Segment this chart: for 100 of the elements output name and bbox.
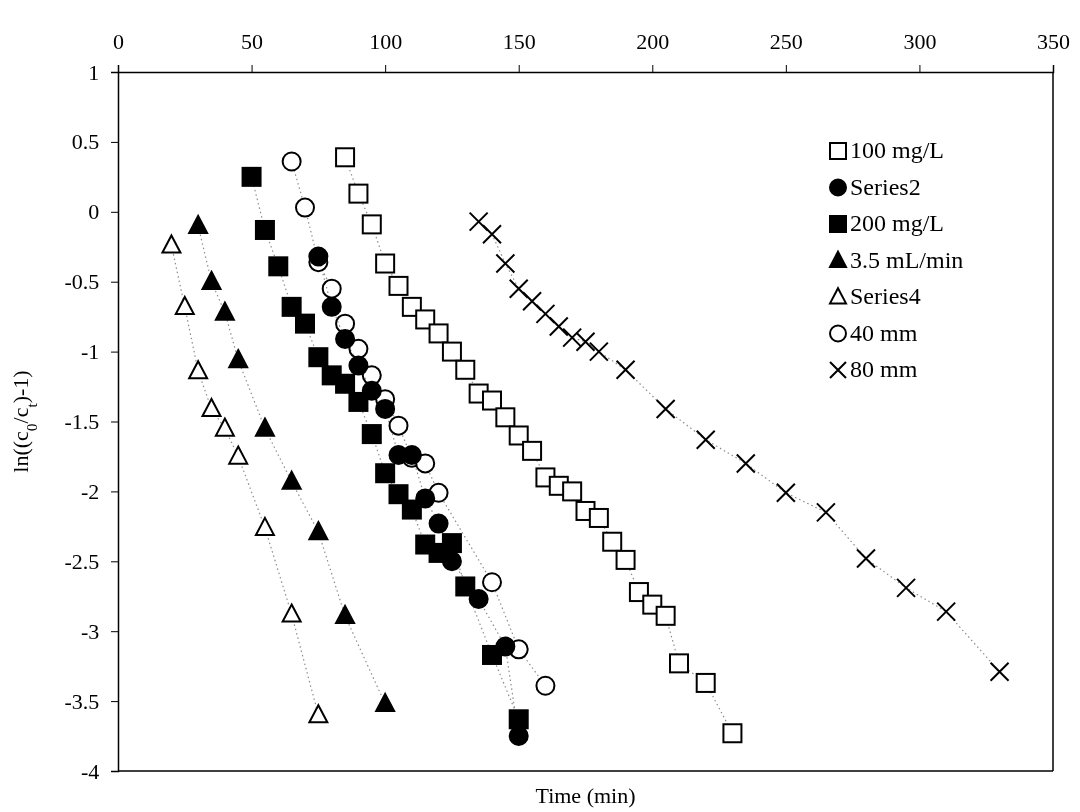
point	[335, 373, 356, 394]
y-tick-label: -1.5	[64, 409, 100, 435]
point	[468, 589, 489, 610]
point	[562, 481, 583, 502]
point	[375, 693, 396, 713]
point	[441, 551, 462, 572]
point	[375, 398, 396, 419]
x-tick-label: 50	[241, 28, 264, 54]
point	[588, 341, 609, 362]
point	[415, 309, 436, 330]
point	[936, 601, 957, 622]
point	[495, 636, 516, 657]
point	[348, 391, 369, 412]
point	[388, 484, 409, 505]
point	[615, 359, 636, 380]
point	[228, 445, 249, 465]
y-tick-label: -0.5	[64, 269, 100, 295]
point	[361, 424, 382, 445]
point	[281, 151, 302, 172]
point	[268, 256, 289, 277]
point	[508, 726, 529, 747]
point	[201, 398, 222, 418]
point	[335, 329, 356, 350]
point	[522, 440, 543, 461]
y-tick-label: 0.5	[71, 129, 100, 155]
point	[455, 576, 476, 597]
point	[281, 296, 302, 317]
x-tick-label: 300	[903, 28, 937, 54]
point	[375, 463, 396, 484]
point	[655, 605, 676, 626]
point	[188, 214, 209, 234]
point	[775, 482, 796, 503]
point	[335, 604, 356, 625]
point	[295, 313, 315, 334]
point	[321, 278, 342, 299]
point	[308, 246, 329, 267]
point	[321, 296, 342, 317]
y-tick-label: -2	[80, 478, 100, 504]
point	[722, 723, 743, 744]
point	[214, 301, 235, 321]
legend-label: 40 mm	[850, 319, 918, 346]
x-tick-label: 150	[502, 28, 536, 54]
point	[482, 390, 502, 411]
point	[308, 704, 329, 724]
x-tick-label: 200	[636, 28, 670, 54]
x-tick-label: 0	[113, 28, 124, 54]
point	[615, 549, 636, 570]
point	[308, 347, 329, 368]
point	[254, 516, 275, 536]
point	[695, 429, 716, 450]
point	[214, 417, 235, 437]
y-tick-label: -1	[80, 339, 100, 365]
point	[361, 214, 382, 235]
legend-label: 80 mm	[850, 356, 918, 382]
legend-label: Series4	[850, 283, 921, 309]
x-tick-label: 250	[769, 28, 803, 54]
point	[535, 675, 556, 696]
point	[254, 219, 275, 240]
point	[388, 415, 409, 436]
point	[335, 147, 356, 168]
y-tick-label: -3.5	[64, 688, 100, 714]
point	[735, 453, 756, 474]
y-tick-label: 1	[88, 59, 100, 85]
point	[602, 531, 623, 552]
point	[508, 709, 529, 730]
x-tick-label: 350	[1037, 28, 1070, 54]
point	[308, 521, 329, 541]
point	[188, 360, 209, 380]
point	[201, 270, 222, 290]
point	[669, 653, 689, 674]
point	[468, 211, 489, 232]
point	[348, 183, 369, 204]
point	[562, 327, 583, 348]
legend-label: Series2	[850, 173, 921, 200]
y-tick-label: 0	[88, 199, 100, 225]
point	[588, 507, 609, 528]
point	[228, 349, 249, 369]
point	[856, 548, 876, 569]
point	[375, 253, 396, 274]
point	[401, 499, 422, 520]
y-tick-label: -2.5	[64, 548, 100, 574]
point	[522, 291, 543, 312]
point	[896, 577, 917, 598]
legend-label: 100 mg/L	[850, 137, 944, 163]
point	[254, 417, 275, 437]
x-tick-label: 100	[369, 28, 403, 54]
point	[415, 488, 436, 509]
point	[575, 331, 596, 352]
point	[989, 661, 1010, 682]
point	[535, 303, 556, 324]
legend-label: 200 mg/L	[850, 210, 944, 236]
point	[388, 275, 409, 296]
point	[348, 355, 369, 376]
point	[548, 316, 569, 337]
point	[441, 341, 462, 362]
y-tick-label: -3	[80, 618, 100, 644]
point	[174, 295, 195, 316]
point	[295, 197, 315, 218]
point	[428, 513, 449, 534]
point	[655, 398, 676, 419]
